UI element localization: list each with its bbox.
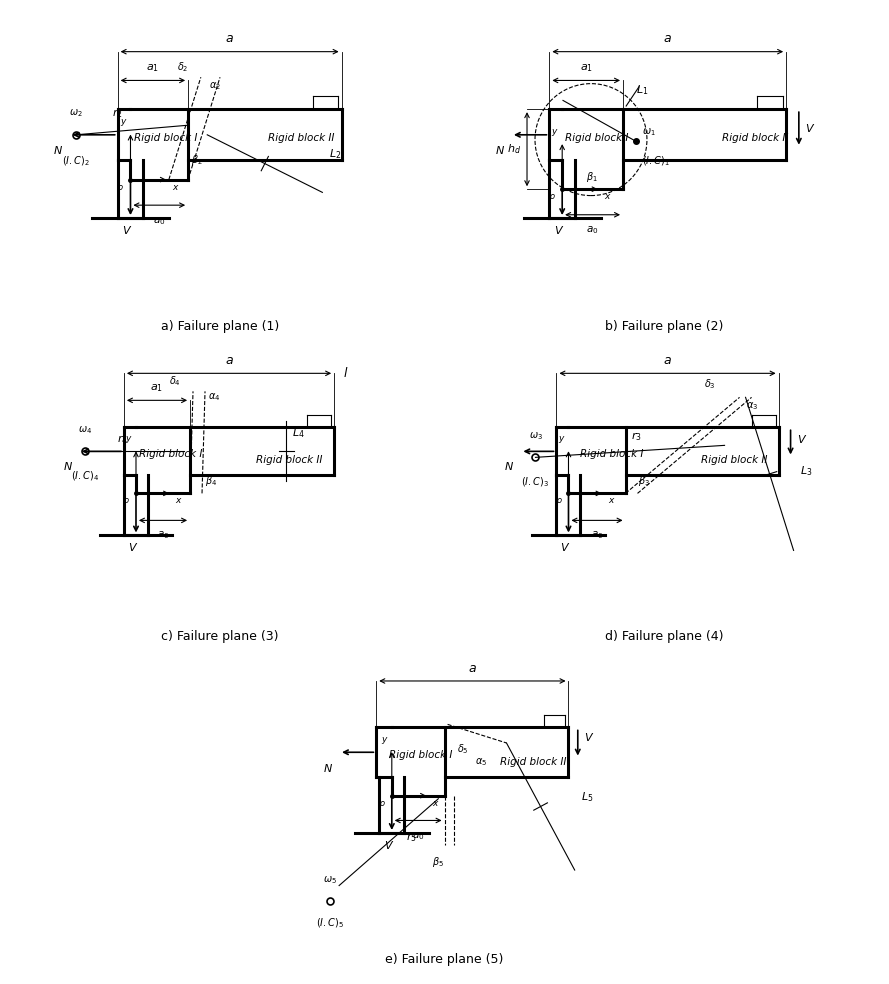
Text: $a_1$: $a_1$: [147, 62, 159, 74]
Text: $\omega_2$: $\omega_2$: [69, 107, 83, 119]
Text: $\beta_1$: $\beta_1$: [587, 169, 598, 184]
Text: $L_3$: $L_3$: [799, 463, 812, 477]
Text: $x$: $x$: [604, 193, 612, 202]
Text: $(I.C)_4$: $(I.C)_4$: [71, 469, 100, 483]
Text: $V$: $V$: [797, 433, 807, 446]
Text: $V$: $V$: [554, 224, 565, 236]
Text: Rigid block II: Rigid block II: [256, 456, 323, 465]
Text: $a$: $a$: [225, 32, 234, 45]
Text: Rigid block II: Rigid block II: [722, 133, 789, 144]
Text: $\omega_5$: $\omega_5$: [323, 874, 337, 886]
Text: $\beta_2$: $\beta_2$: [191, 153, 203, 166]
Text: Rigid block II: Rigid block II: [501, 757, 566, 767]
Text: $r_5$: $r_5$: [405, 831, 417, 844]
Text: $a_0$: $a_0$: [587, 224, 599, 236]
Text: $\omega_4$: $\omega_4$: [78, 424, 92, 436]
Text: $x$: $x$: [432, 799, 440, 808]
Text: Rigid block II: Rigid block II: [701, 456, 767, 465]
Text: $L_1$: $L_1$: [636, 84, 648, 97]
Text: d) Failure plane (4): d) Failure plane (4): [605, 631, 724, 644]
Text: $r_2$: $r_2$: [112, 107, 123, 120]
Text: $x$: $x$: [175, 496, 182, 506]
Text: $o$: $o$: [117, 183, 124, 192]
Text: $\omega_3$: $\omega_3$: [529, 431, 542, 443]
Text: c) Failure plane (3): c) Failure plane (3): [161, 631, 279, 644]
Text: Rigid block I: Rigid block I: [139, 450, 203, 460]
Text: $a_0$: $a_0$: [156, 529, 169, 541]
Text: e) Failure plane (5): e) Failure plane (5): [385, 953, 504, 966]
Text: a) Failure plane (1): a) Failure plane (1): [161, 320, 279, 333]
Text: $V$: $V$: [584, 730, 594, 743]
Text: Rigid block I: Rigid block I: [388, 751, 453, 761]
Text: Rigid block I: Rigid block I: [581, 450, 644, 460]
Text: $L_4$: $L_4$: [292, 426, 305, 440]
Text: $y$: $y$: [557, 434, 565, 446]
Text: Rigid block I: Rigid block I: [565, 133, 629, 144]
Text: $N$: $N$: [53, 145, 63, 156]
Text: $L_5$: $L_5$: [581, 790, 593, 804]
Text: $y$: $y$: [120, 117, 127, 128]
Text: $l$: $l$: [343, 366, 348, 381]
Text: $o$: $o$: [549, 193, 556, 202]
Text: $a$: $a$: [468, 662, 477, 675]
Text: $a_0$: $a_0$: [591, 529, 604, 541]
Text: b) Failure plane (2): b) Failure plane (2): [605, 320, 724, 333]
Text: $V$: $V$: [383, 839, 394, 851]
Text: Rigid block II: Rigid block II: [268, 133, 334, 144]
Text: $o$: $o$: [124, 496, 130, 506]
Text: $o$: $o$: [379, 799, 386, 808]
Text: $y$: $y$: [125, 434, 133, 446]
Text: $\alpha_2$: $\alpha_2$: [209, 81, 220, 92]
Text: Rigid block I: Rigid block I: [133, 133, 197, 144]
Text: $N$: $N$: [494, 145, 505, 156]
Text: $V$: $V$: [560, 541, 571, 553]
Text: $a_1$: $a_1$: [150, 383, 164, 395]
Text: $a_0$: $a_0$: [153, 215, 165, 226]
Text: $\omega_1$: $\omega_1$: [642, 126, 656, 138]
Text: $V$: $V$: [122, 224, 132, 236]
Text: $\alpha_5$: $\alpha_5$: [476, 757, 488, 769]
Text: $(I.C)_5$: $(I.C)_5$: [316, 916, 344, 930]
Text: $a_0$: $a_0$: [412, 830, 424, 841]
Text: $a$: $a$: [225, 354, 234, 367]
Text: $\delta_2$: $\delta_2$: [177, 60, 188, 74]
Text: $h_d$: $h_d$: [507, 143, 521, 156]
Text: $y$: $y$: [381, 735, 388, 746]
Text: $V$: $V$: [128, 541, 138, 553]
Text: $r_4$: $r_4$: [117, 433, 129, 446]
Text: $x$: $x$: [607, 496, 615, 506]
Text: $a$: $a$: [663, 32, 672, 45]
Text: $\beta_3$: $\beta_3$: [637, 474, 650, 488]
Text: $a_1$: $a_1$: [580, 62, 593, 74]
Text: $\alpha_3$: $\alpha_3$: [746, 400, 757, 412]
Text: $\delta_4$: $\delta_4$: [169, 375, 181, 389]
Text: $N$: $N$: [504, 461, 515, 472]
Text: $x$: $x$: [172, 183, 180, 192]
Text: $\beta_4$: $\beta_4$: [205, 474, 217, 488]
Text: $N$: $N$: [323, 762, 332, 773]
Text: $N$: $N$: [63, 461, 73, 472]
Text: $a$: $a$: [663, 354, 672, 367]
Text: $(I.C)_2$: $(I.C)_2$: [62, 154, 90, 167]
Text: $V$: $V$: [805, 122, 815, 134]
Text: $\delta_5$: $\delta_5$: [457, 742, 469, 756]
Text: $o$: $o$: [556, 496, 563, 506]
Text: $y$: $y$: [551, 127, 559, 138]
Text: $(I.C)_1$: $(I.C)_1$: [642, 154, 670, 167]
Text: $\alpha_4$: $\alpha_4$: [208, 392, 220, 403]
Text: $(I.C)_3$: $(I.C)_3$: [521, 475, 549, 489]
Text: $\delta_3$: $\delta_3$: [704, 378, 716, 392]
Text: $\beta_5$: $\beta_5$: [432, 854, 444, 869]
Text: $r_3$: $r_3$: [630, 430, 642, 443]
Text: $L_2$: $L_2$: [329, 148, 341, 161]
